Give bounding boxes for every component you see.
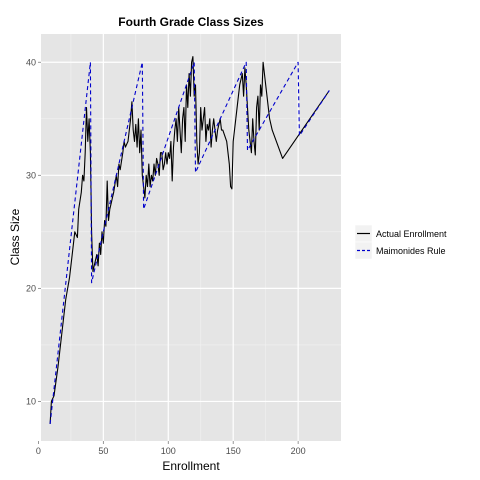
y-tick-label: 40 xyxy=(26,57,36,67)
y-tick-label: 10 xyxy=(26,396,36,406)
y-tick-label: 30 xyxy=(26,170,36,180)
chart-title: Fourth Grade Class Sizes xyxy=(118,15,264,29)
x-tick-label: 150 xyxy=(226,446,241,456)
major-grid xyxy=(37,34,341,441)
x-axis-ticks: 0 50 100 150 200 xyxy=(36,441,306,456)
minor-grid xyxy=(41,34,341,441)
legend-label: Actual Enrollment xyxy=(376,229,447,239)
y-axis-ticks: 10 20 30 40 xyxy=(26,57,41,406)
x-tick-label: 0 xyxy=(36,446,41,456)
legend-label: Maimonides Rule xyxy=(376,246,446,256)
series-actual-enrollment-line xyxy=(49,56,330,425)
x-tick-label: 100 xyxy=(161,446,176,456)
x-tick-label: 50 xyxy=(98,446,108,456)
series-maimonides-rule-line xyxy=(49,61,330,425)
x-tick-label: 200 xyxy=(291,446,306,456)
y-tick-label: 20 xyxy=(26,283,36,293)
series-layer xyxy=(49,56,330,425)
legend: Actual Enrollment Maimonides Rule xyxy=(354,224,447,260)
plot-panel xyxy=(41,34,341,441)
x-axis-title: Enrollment xyxy=(162,459,220,473)
y-axis-title: Class Size xyxy=(8,208,22,265)
